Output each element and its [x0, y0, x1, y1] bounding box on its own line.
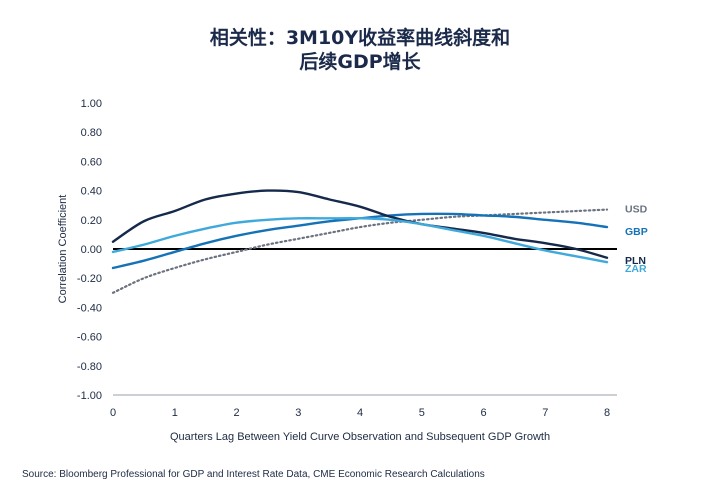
x-tick-label: 7: [542, 407, 548, 419]
x-tick-label: 6: [480, 407, 486, 419]
x-tick-label: 5: [419, 407, 425, 419]
y-tick-label: 0.60: [81, 156, 102, 168]
series-line-pln: [111, 189, 609, 259]
y-tick-label: -0.20: [77, 273, 102, 285]
y-tick-label: -0.80: [77, 361, 102, 373]
y-tick-label: 1.00: [81, 98, 102, 110]
y-axis-label: Correlation Coefficient: [57, 195, 69, 304]
legend-label-pln: PLN: [625, 255, 646, 267]
y-tick-label: 0.40: [81, 186, 102, 198]
legend-label-usd: USD: [625, 204, 648, 216]
series-line-usd: [111, 208, 609, 294]
y-tick-label: -1.00: [77, 390, 102, 402]
y-tick-label: 0.00: [81, 244, 102, 256]
series-group: [111, 189, 609, 294]
chart-title: 相关性：3M10Y收益率曲线斜度和 后续GDP增长: [0, 26, 720, 74]
x-tick-label: 1: [172, 407, 178, 419]
y-tick-label: -0.60: [77, 332, 102, 344]
y-tick-label: 0.80: [81, 127, 102, 139]
x-tick-label: 0: [110, 407, 116, 419]
chart-title-line-2: 后续GDP增长: [299, 51, 421, 73]
series-line-zar: [111, 217, 609, 264]
x-tick-label: 3: [295, 407, 301, 419]
x-tick-label: 4: [357, 407, 363, 419]
x-axis-label: Quarters Lag Between Yield Curve Observa…: [170, 431, 550, 443]
x-tick-label: 8: [604, 407, 610, 419]
x-axis-ticks: 0 1 2 3 4 5 6 7 8: [110, 407, 610, 419]
source-note: Source: Bloomberg Professional for GDP a…: [22, 469, 485, 480]
legend-label-zar: ZAR: [625, 263, 647, 275]
x-tick-label: 2: [233, 407, 239, 419]
y-axis-ticks: 1.00 0.80 0.60 0.40 0.20 0.00 -0.20 -0.40 -0.60 -…: [77, 98, 102, 402]
y-tick-label: 0.20: [81, 215, 102, 227]
chart-title-line-1: 相关性：3M10Y收益率曲线斜度和: [209, 27, 511, 49]
legend-label-gbp: GBP: [625, 226, 648, 238]
y-tick-label: -0.40: [77, 302, 102, 314]
